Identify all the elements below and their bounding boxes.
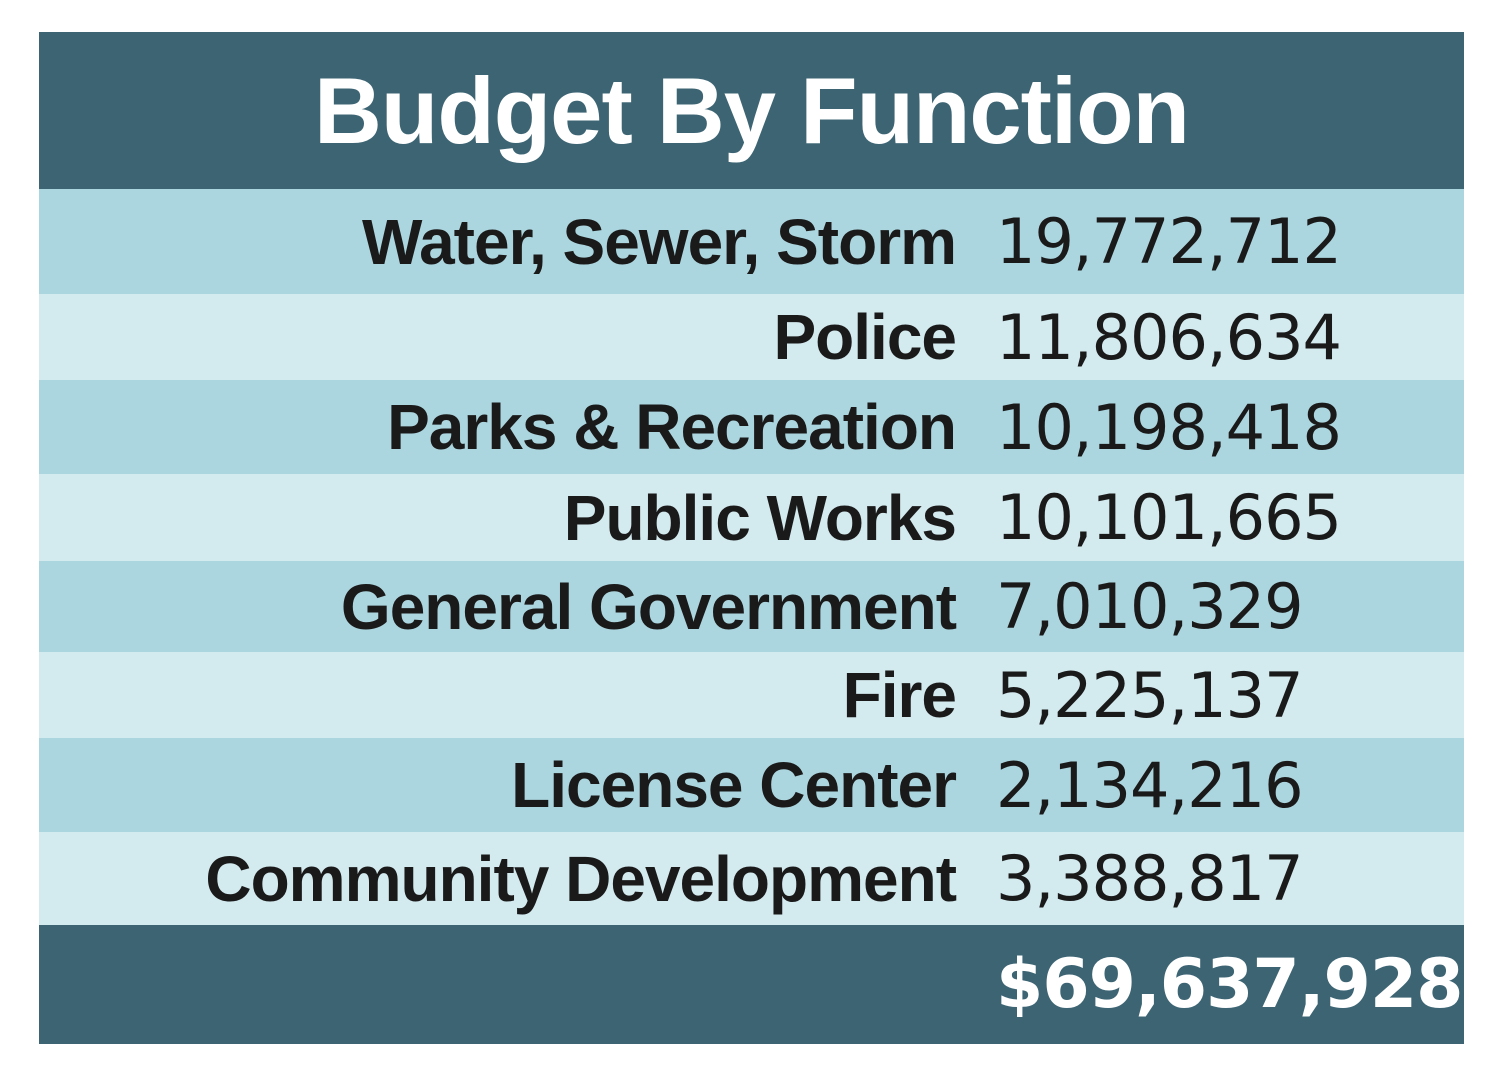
total-value: $69,637,928 <box>996 945 1463 1024</box>
table-row: General Government 7,010,329 <box>39 561 1464 652</box>
row-label: Police <box>773 301 957 373</box>
row-value: 19,772,712 <box>996 205 1342 278</box>
row-label: Community Development <box>205 842 957 915</box>
table-row: License Center 2,134,216 <box>39 738 1464 832</box>
row-value: 3,388,817 <box>996 842 1304 915</box>
budget-table: Budget By Function Water, Sewer, Storm 1… <box>39 32 1464 1044</box>
table-row: Public Works 10,101,665 <box>39 474 1464 561</box>
row-label: General Government <box>340 570 957 643</box>
row-value: 10,198,418 <box>996 390 1342 464</box>
table-row: Parks & Recreation 10,198,418 <box>39 380 1464 474</box>
row-label: Public Works <box>563 481 957 554</box>
table-row: Fire 5,225,137 <box>39 652 1464 738</box>
table-row: Police 11,806,634 <box>39 294 1464 380</box>
row-label: Fire <box>842 659 957 731</box>
table-row: Community Development 3,388,817 <box>39 832 1464 925</box>
table-title: Budget By Function <box>39 32 1464 189</box>
row-value: 7,010,329 <box>996 570 1304 643</box>
table-row: Water, Sewer, Storm 19,772,712 <box>39 189 1464 294</box>
row-value: 5,225,137 <box>996 658 1304 732</box>
row-value: 11,806,634 <box>996 300 1342 374</box>
row-label: Parks & Recreation <box>387 391 957 463</box>
row-value: 10,101,665 <box>996 481 1342 554</box>
row-label: License Center <box>511 749 957 821</box>
table-footer: $69,637,928 <box>39 925 1464 1044</box>
row-value: 2,134,216 <box>996 748 1304 822</box>
row-label: Water, Sewer, Storm <box>362 205 957 278</box>
